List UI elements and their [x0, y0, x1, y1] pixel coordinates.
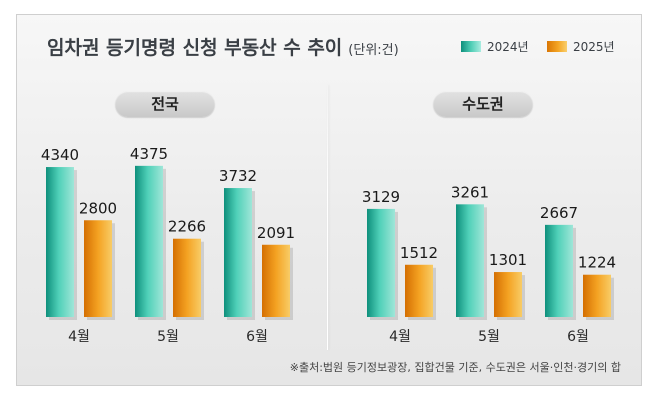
bar-capital-2025-4	[405, 264, 433, 317]
infographic-frame: 임차권 등기명령 신청 부동산 수 추이 (단위:건) 2024년 2025년 전…	[16, 14, 642, 386]
chart-title: 임차권 등기명령 신청 부동산 수 추이 (단위:건)	[47, 33, 399, 60]
bar-national-2025-4	[84, 220, 112, 317]
bar-national-2024-6	[224, 188, 252, 317]
data-label: 1301	[489, 251, 527, 269]
x-tick-label: 4월	[389, 329, 411, 345]
bar-capital-2024-6	[545, 224, 573, 317]
panel-label-national: 전국	[115, 91, 215, 117]
legend-swatch-2025	[547, 41, 567, 52]
x-tick-label: 5월	[157, 329, 179, 345]
bar-national-2024-4	[46, 167, 74, 317]
legend-label-2025: 2025년	[573, 40, 615, 54]
data-label: 1224	[578, 254, 616, 272]
data-label: 3261	[451, 183, 489, 201]
legend-item-2024: 2024년	[461, 38, 529, 55]
legend-item-2025: 2025년	[547, 38, 615, 55]
data-label: 3732	[219, 167, 257, 185]
bar-capital-2025-5	[494, 272, 522, 317]
bar-capital-2025-6	[583, 274, 611, 317]
data-label: 2667	[540, 204, 578, 222]
title-text: 임차권 등기명령 신청 부동산 수 추이	[47, 37, 343, 59]
unit-label: (단위:건)	[348, 43, 399, 58]
x-tick-label: 6월	[246, 329, 268, 345]
data-label: 2800	[79, 199, 117, 217]
bar-national-2025-6	[262, 244, 290, 317]
legend-swatch-2024	[461, 41, 481, 52]
panel-divider	[327, 85, 328, 350]
bar-capital-2024-4	[367, 208, 395, 317]
data-label: 2091	[257, 224, 295, 242]
panel-label-capital: 수도권	[433, 91, 533, 117]
source-note: ※출처:법원 등기정보광장, 집합건물 기준, 수도권은 서울·인천·경기의 합	[289, 361, 621, 374]
data-label: 4340	[41, 146, 79, 164]
data-label: 1512	[400, 244, 438, 262]
data-label: 3129	[362, 188, 400, 206]
bar-capital-2024-5	[456, 204, 484, 317]
bar-national-2025-5	[173, 238, 201, 317]
data-label: 2266	[168, 218, 206, 236]
x-tick-label: 6월	[567, 329, 589, 345]
legend-label-2024: 2024년	[487, 40, 529, 54]
data-label: 4375	[130, 145, 168, 163]
x-tick-label: 4월	[68, 329, 90, 345]
x-tick-label: 5월	[478, 329, 500, 345]
bar-national-2024-5	[135, 165, 163, 317]
bar-chart-area: 4340 2800 4월 4375 2266 5월 3732 2091 6월 3129 1512 4월…	[41, 145, 616, 345]
